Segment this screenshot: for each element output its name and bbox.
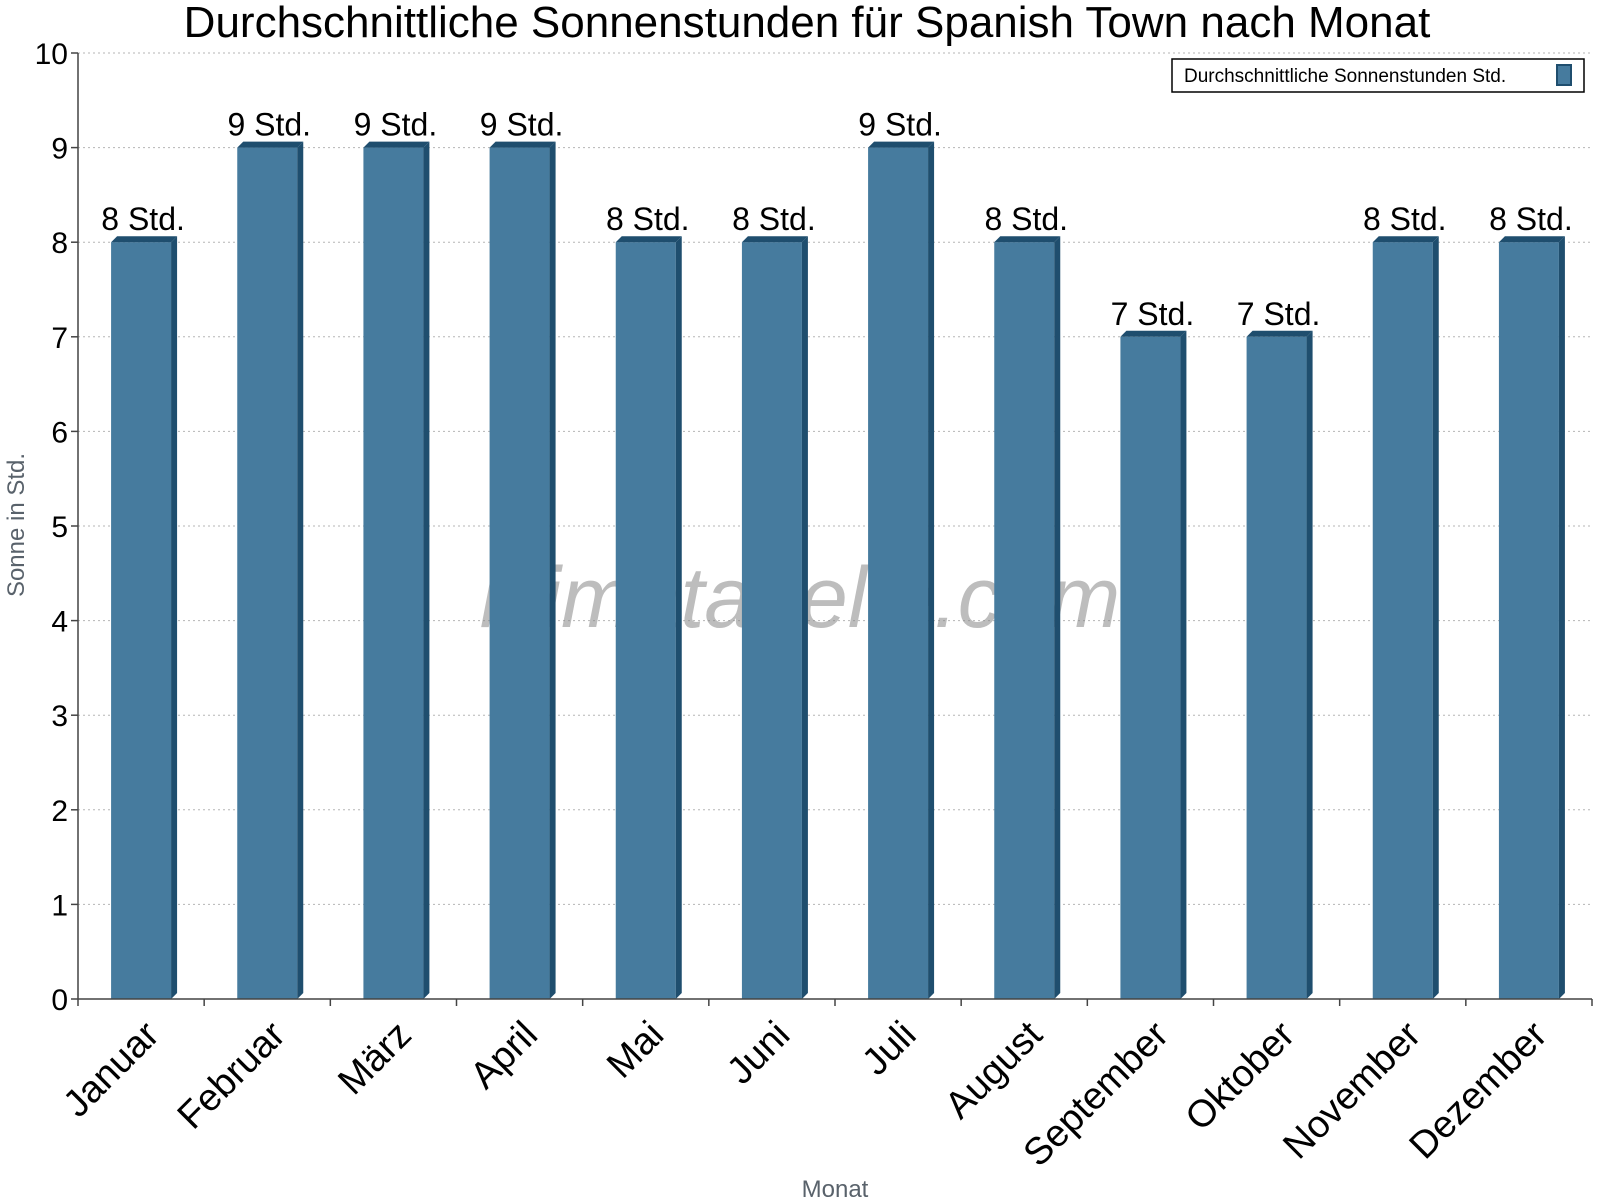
x-tick-label: Oktober bbox=[1178, 1013, 1304, 1139]
bar-front bbox=[1246, 336, 1307, 999]
x-tick-label: Juni bbox=[719, 1014, 798, 1093]
bar-top bbox=[363, 141, 430, 148]
y-tick-label: 2 bbox=[51, 795, 68, 828]
bar-top bbox=[868, 141, 935, 148]
data-label: 8 Std. bbox=[1489, 201, 1573, 237]
bar-november bbox=[1372, 236, 1439, 999]
bars bbox=[111, 141, 1565, 1000]
bar-front bbox=[111, 242, 172, 999]
bar-top bbox=[741, 236, 808, 243]
y-tick-label: 0 bbox=[51, 984, 68, 1017]
y-tick-label: 10 bbox=[35, 38, 68, 71]
x-tick-labels: Januar Februar März April Mai Juni Juli AugustS… bbox=[56, 1013, 1556, 1174]
bar-top bbox=[994, 236, 1061, 243]
bar-juni bbox=[741, 236, 808, 999]
data-labels: 8 Std. 9 Std. 9 Std. 9 Std. 8 Std. 8 Std. 9 St… bbox=[101, 107, 1572, 332]
bar-front bbox=[994, 242, 1055, 999]
x-tick-label: August bbox=[937, 1013, 1051, 1127]
bar-front bbox=[741, 242, 802, 999]
grid-lines bbox=[78, 52, 1592, 905]
bar-februar bbox=[237, 141, 304, 1000]
data-label: 8 Std. bbox=[1363, 201, 1447, 237]
bar-september bbox=[1120, 330, 1187, 999]
bar-front bbox=[615, 242, 676, 999]
y-tick-label: 3 bbox=[51, 700, 68, 733]
y-tick-label: 9 bbox=[51, 133, 68, 166]
bar-oktober bbox=[1246, 330, 1313, 999]
legend: Durchschnittliche Sonnenstunden Std. bbox=[1171, 58, 1585, 93]
y-tick-label: 8 bbox=[51, 227, 68, 260]
y-tick-label: 1 bbox=[51, 889, 68, 922]
data-label: 9 Std. bbox=[480, 107, 564, 143]
bar-top bbox=[489, 141, 556, 148]
bar-januar bbox=[111, 236, 178, 999]
data-label: 8 Std. bbox=[732, 201, 816, 237]
bar-front bbox=[1120, 336, 1181, 999]
bar-august bbox=[994, 236, 1061, 999]
bar-top bbox=[1372, 236, 1439, 243]
data-label: 8 Std. bbox=[101, 201, 185, 237]
bar-side bbox=[171, 236, 178, 999]
bar-top bbox=[615, 236, 682, 243]
bar-front bbox=[1372, 242, 1433, 999]
data-label: 9 Std. bbox=[354, 107, 438, 143]
bar-side bbox=[1432, 236, 1439, 999]
data-label: 9 Std. bbox=[858, 107, 942, 143]
y-tick-labels: 0 1 2 3 4 5 6 7 8 9 10 bbox=[35, 38, 68, 1017]
bar-front bbox=[237, 147, 298, 1000]
bar-side bbox=[675, 236, 682, 999]
y-tick-label: 5 bbox=[51, 511, 68, 544]
bar-april bbox=[489, 141, 556, 1000]
bar-front bbox=[489, 147, 550, 1000]
bar-front bbox=[868, 147, 929, 1000]
y-tick-label: 6 bbox=[51, 416, 68, 449]
legend-swatch bbox=[1556, 64, 1572, 86]
x-tick-label: Januar bbox=[56, 1013, 168, 1125]
x-tick-label: Mai bbox=[599, 1014, 672, 1087]
x-tick-label: März bbox=[330, 1014, 419, 1103]
legend-label: Durchschnittliche Sonnenstunden Std. bbox=[1184, 66, 1506, 87]
x-tick-label: April bbox=[462, 1014, 545, 1097]
bar-mai bbox=[615, 236, 682, 999]
axes bbox=[71, 52, 1593, 1006]
bar-top bbox=[111, 236, 178, 243]
bar-top bbox=[1246, 330, 1313, 337]
x-tick-label: November bbox=[1275, 1013, 1429, 1167]
bar-märz bbox=[363, 141, 430, 1000]
data-label: 8 Std. bbox=[606, 201, 690, 237]
data-label: 7 Std. bbox=[1237, 296, 1321, 332]
y-axis-title: Sonne in Std. bbox=[3, 453, 30, 597]
y-tick-label: 7 bbox=[51, 322, 68, 355]
x-tick-label: Februar bbox=[170, 1013, 294, 1137]
bar-front bbox=[363, 147, 424, 1000]
bar-side bbox=[1180, 330, 1187, 999]
bar-front bbox=[1498, 242, 1559, 999]
bar-top bbox=[1498, 236, 1565, 243]
bar-side bbox=[549, 141, 556, 1000]
legend-box bbox=[1171, 58, 1585, 93]
x-tick-label: Dezember bbox=[1402, 1013, 1556, 1167]
y-tick-label: 4 bbox=[51, 606, 68, 639]
bar-side bbox=[801, 236, 808, 999]
chart-title: Durchschnittliche Sonnenstunden für Span… bbox=[184, 0, 1431, 47]
bar-side bbox=[1054, 236, 1061, 999]
data-label: 7 Std. bbox=[1111, 296, 1195, 332]
bar-top bbox=[1120, 330, 1187, 337]
bar-dezember bbox=[1498, 236, 1565, 999]
bar-side bbox=[1558, 236, 1565, 999]
bar-side bbox=[297, 141, 304, 1000]
bar-side bbox=[928, 141, 935, 1000]
bar-top bbox=[237, 141, 304, 148]
x-axis-title: Monat bbox=[802, 1176, 869, 1200]
bar-side bbox=[423, 141, 430, 1000]
bar-side bbox=[1306, 330, 1313, 999]
bar-juli bbox=[868, 141, 935, 1000]
data-label: 9 Std. bbox=[227, 107, 311, 143]
x-tick-label: Juli bbox=[854, 1014, 924, 1084]
data-label: 8 Std. bbox=[984, 201, 1068, 237]
